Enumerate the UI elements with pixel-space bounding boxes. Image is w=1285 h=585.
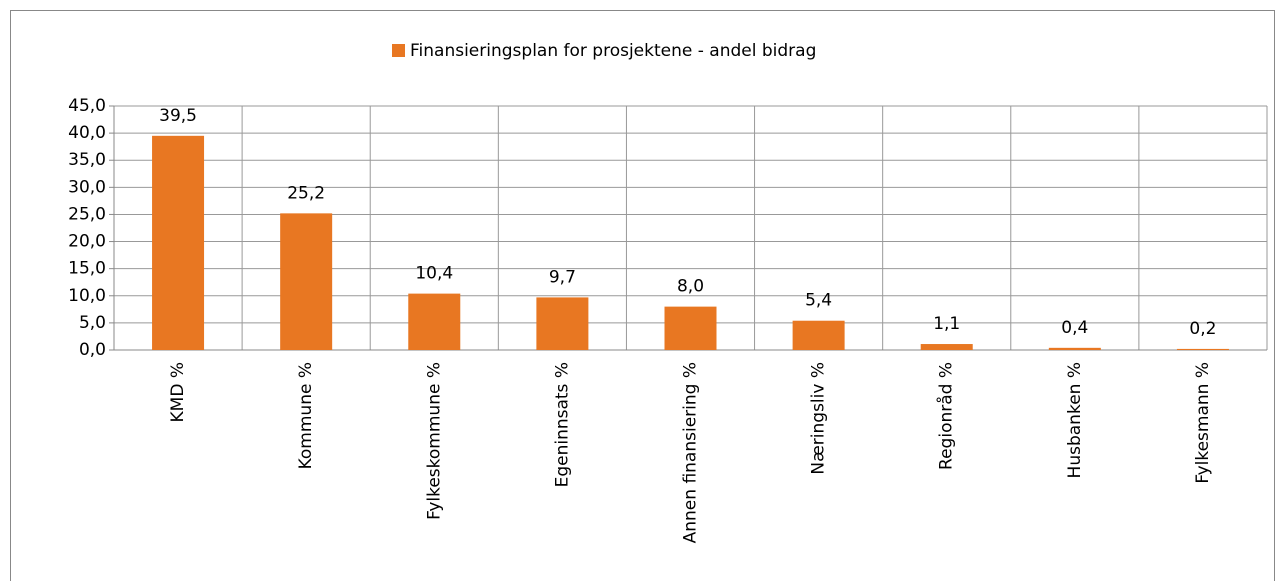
y-tick-label: 15,0 — [68, 259, 106, 279]
y-tick-label: 40,0 — [68, 123, 106, 143]
bar — [408, 293, 461, 350]
x-tick-label: Regionråd % — [936, 362, 957, 470]
x-tick-label: KMD % — [168, 362, 188, 422]
x-tick-label: Fylkeskommune % — [424, 362, 444, 520]
x-tick-label: Kommune % — [296, 362, 316, 469]
x-tick-label: Annen finansiering % — [681, 362, 701, 543]
x-tick-label: Egeninnsats % — [552, 362, 572, 487]
y-tick-label: 20,0 — [68, 232, 106, 252]
legend-swatch — [392, 44, 405, 57]
value-label: 9,7 — [549, 267, 576, 287]
value-label: 10,4 — [415, 264, 453, 284]
value-label: 39,5 — [159, 106, 197, 126]
bar — [792, 320, 845, 350]
y-tick-label: 10,0 — [68, 286, 106, 306]
bar — [1176, 348, 1229, 350]
value-label: 8,0 — [677, 277, 704, 297]
y-tick-label: 45,0 — [68, 96, 106, 116]
bar — [536, 297, 589, 350]
value-label: 0,2 — [1189, 319, 1216, 339]
value-label: 1,1 — [933, 314, 960, 334]
bar — [664, 306, 717, 350]
value-label: 25,2 — [287, 183, 325, 203]
legend-label: Finansieringsplan for prosjektene - ande… — [410, 41, 816, 61]
bar — [152, 135, 205, 350]
y-tick-label: 30,0 — [68, 177, 106, 197]
y-tick-label: 25,0 — [68, 204, 106, 224]
x-tick-label: Husbanken % — [1065, 362, 1085, 478]
y-tick-label: 0,0 — [79, 340, 106, 360]
x-tick-label: Næringsliv % — [809, 362, 829, 475]
bar — [280, 213, 333, 350]
value-label: 0,4 — [1061, 318, 1088, 338]
bar — [1048, 347, 1101, 350]
value-label: 5,4 — [805, 291, 832, 311]
y-tick-label: 35,0 — [68, 150, 106, 170]
bar — [920, 344, 973, 350]
x-tick-label: Fylkesmann % — [1193, 362, 1213, 484]
y-tick-label: 5,0 — [79, 313, 106, 333]
